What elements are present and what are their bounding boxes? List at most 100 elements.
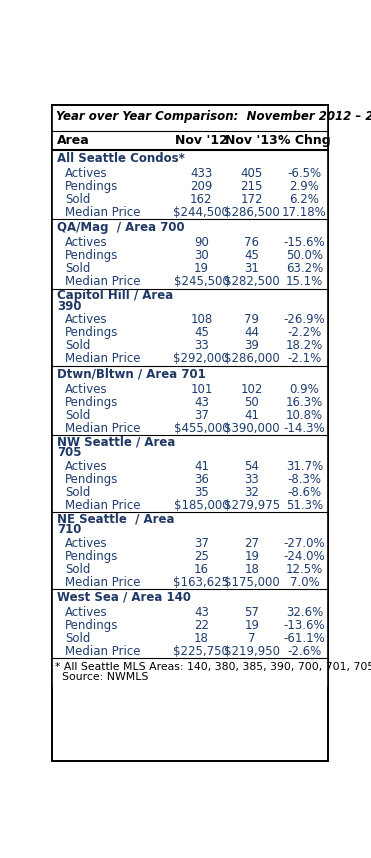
Text: -15.6%: -15.6% bbox=[284, 236, 325, 249]
Bar bbox=[52, 326, 328, 340]
Bar bbox=[52, 166, 328, 180]
Bar bbox=[52, 236, 328, 250]
Text: Actives: Actives bbox=[65, 606, 108, 619]
Text: Sold: Sold bbox=[65, 563, 91, 576]
Bar bbox=[52, 408, 328, 422]
Text: 390: 390 bbox=[57, 299, 82, 313]
Text: Actives: Actives bbox=[65, 460, 108, 473]
Text: -8.3%: -8.3% bbox=[288, 473, 321, 486]
Text: 17.18%: 17.18% bbox=[282, 206, 327, 219]
Text: $282,500: $282,500 bbox=[224, 275, 280, 288]
Bar bbox=[52, 206, 328, 220]
Text: -2.1%: -2.1% bbox=[287, 353, 322, 366]
Text: Pendings: Pendings bbox=[65, 473, 118, 486]
Text: % Chng: % Chng bbox=[278, 134, 331, 148]
Text: -2.6%: -2.6% bbox=[287, 645, 322, 658]
Text: Pendings: Pendings bbox=[65, 396, 118, 408]
Text: 7: 7 bbox=[248, 632, 256, 645]
Text: 0.9%: 0.9% bbox=[290, 383, 319, 396]
Text: Actives: Actives bbox=[65, 313, 108, 326]
Text: Median Price: Median Price bbox=[65, 275, 141, 288]
Text: 19: 19 bbox=[244, 550, 259, 563]
Bar bbox=[52, 105, 328, 131]
Text: 37: 37 bbox=[194, 408, 209, 421]
Text: 102: 102 bbox=[240, 383, 263, 396]
Text: 405: 405 bbox=[241, 167, 263, 180]
Bar bbox=[52, 150, 328, 166]
Text: Source: NWMLS: Source: NWMLS bbox=[55, 673, 148, 682]
Bar bbox=[52, 550, 328, 563]
Text: 50: 50 bbox=[244, 396, 259, 408]
Bar bbox=[52, 619, 328, 632]
Text: Capitol Hill / Area: Capitol Hill / Area bbox=[57, 289, 174, 302]
Text: Pendings: Pendings bbox=[65, 180, 118, 193]
Bar bbox=[52, 512, 328, 536]
Text: 90: 90 bbox=[194, 236, 209, 249]
Text: 25: 25 bbox=[194, 550, 209, 563]
Text: Pendings: Pendings bbox=[65, 619, 118, 631]
Text: 33: 33 bbox=[194, 340, 209, 353]
Text: $175,000: $175,000 bbox=[224, 576, 280, 589]
Text: Dtwn/Bltwn / Area 701: Dtwn/Bltwn / Area 701 bbox=[57, 367, 206, 380]
Text: -61.1%: -61.1% bbox=[283, 632, 325, 645]
Text: $292,000: $292,000 bbox=[173, 353, 229, 366]
Text: 33: 33 bbox=[244, 473, 259, 486]
Text: 101: 101 bbox=[190, 383, 213, 396]
Text: 6.2%: 6.2% bbox=[289, 193, 319, 206]
Bar bbox=[52, 180, 328, 193]
Text: 2.9%: 2.9% bbox=[289, 180, 319, 193]
Text: Median Price: Median Price bbox=[65, 206, 141, 219]
Text: Sold: Sold bbox=[65, 340, 91, 353]
Text: 57: 57 bbox=[244, 606, 259, 619]
Text: -14.3%: -14.3% bbox=[284, 422, 325, 435]
Text: 162: 162 bbox=[190, 193, 213, 206]
Text: 31.7%: 31.7% bbox=[286, 460, 323, 473]
Text: NW Seattle / Area: NW Seattle / Area bbox=[57, 436, 175, 449]
Text: Pendings: Pendings bbox=[65, 250, 118, 263]
Bar bbox=[52, 658, 328, 687]
Text: 31: 31 bbox=[244, 263, 259, 275]
Bar bbox=[52, 606, 328, 619]
Text: Year over Year Comparison:  November 2012 – 2013: Year over Year Comparison: November 2012… bbox=[56, 110, 371, 123]
Bar bbox=[52, 220, 328, 236]
Text: $286,500: $286,500 bbox=[224, 206, 280, 219]
Text: Sold: Sold bbox=[65, 193, 91, 206]
Text: $286,000: $286,000 bbox=[224, 353, 280, 366]
Text: -27.0%: -27.0% bbox=[284, 536, 325, 549]
Bar bbox=[52, 536, 328, 550]
Text: -26.9%: -26.9% bbox=[283, 313, 325, 326]
Text: * All Seattle MLS Areas: 140, 380, 385, 390, 700, 701, 705, 710: * All Seattle MLS Areas: 140, 380, 385, … bbox=[55, 662, 371, 673]
Text: -13.6%: -13.6% bbox=[284, 619, 325, 631]
Text: 710: 710 bbox=[57, 523, 82, 536]
Bar bbox=[52, 435, 328, 460]
Bar bbox=[52, 131, 328, 150]
Text: 43: 43 bbox=[194, 396, 209, 408]
Text: Actives: Actives bbox=[65, 236, 108, 249]
Text: $455,000: $455,000 bbox=[174, 422, 229, 435]
Bar bbox=[52, 589, 328, 606]
Text: Sold: Sold bbox=[65, 632, 91, 645]
Text: Median Price: Median Price bbox=[65, 498, 141, 511]
Text: Pendings: Pendings bbox=[65, 550, 118, 563]
Text: 37: 37 bbox=[194, 536, 209, 549]
Text: 16: 16 bbox=[194, 563, 209, 576]
Text: West Sea / Area 140: West Sea / Area 140 bbox=[57, 591, 191, 604]
Text: QA/Mag  / Area 700: QA/Mag / Area 700 bbox=[57, 221, 185, 234]
Bar bbox=[52, 422, 328, 435]
Bar bbox=[52, 396, 328, 408]
Text: 705: 705 bbox=[57, 446, 82, 459]
Bar bbox=[52, 353, 328, 366]
Text: 32: 32 bbox=[244, 486, 259, 498]
Text: 15.1%: 15.1% bbox=[286, 275, 323, 288]
Text: 41: 41 bbox=[244, 408, 259, 421]
Text: 27: 27 bbox=[244, 536, 259, 549]
Text: 18: 18 bbox=[244, 563, 259, 576]
Bar bbox=[52, 313, 328, 326]
Text: $245,500: $245,500 bbox=[174, 275, 229, 288]
Text: 45: 45 bbox=[194, 326, 209, 339]
Text: 30: 30 bbox=[194, 250, 209, 263]
Text: 50.0%: 50.0% bbox=[286, 250, 323, 263]
Text: All Seattle Condos*: All Seattle Condos* bbox=[57, 152, 185, 165]
Text: Area: Area bbox=[57, 134, 90, 148]
Text: 7.0%: 7.0% bbox=[290, 576, 319, 589]
